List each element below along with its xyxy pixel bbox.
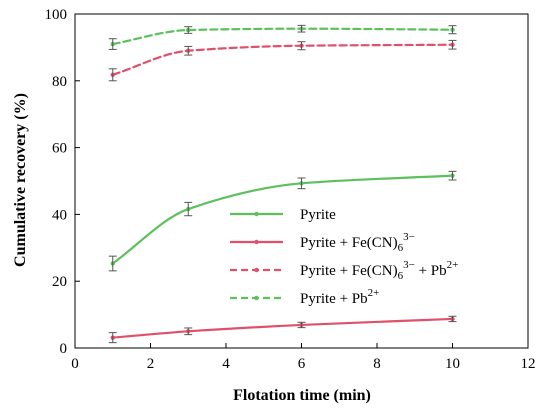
legend: Pyrite Pyrite + Fe(CN)63− Pyrite + Fe(CN)6… <box>230 207 458 307</box>
series-1-error-bar <box>108 255 117 272</box>
legend-item: Pyrite + Pb2+ <box>230 287 379 307</box>
series-1-error-bar <box>448 170 457 181</box>
legend-marker <box>254 295 259 301</box>
series-2-error-bar <box>184 327 193 336</box>
axes: 0 2 4 6 8 10 12 0 20 40 60 80 100 <box>45 7 536 372</box>
x-tick-label: 12 <box>521 356 536 372</box>
series-1-error-bar <box>184 201 193 217</box>
x-tick-label: 4 <box>222 356 230 372</box>
series-4-line <box>111 27 454 46</box>
y-tick-label: 60 <box>52 141 67 157</box>
series-3-error-bar <box>297 41 306 51</box>
legend-marker <box>254 239 259 245</box>
legend-item: Pyrite + Fe(CN)63− <box>230 231 415 254</box>
legend-item: Pyrite + Fe(CN)63− + Pb2+ <box>230 259 458 282</box>
y-tick-label: 40 <box>52 207 67 223</box>
x-tick-label: 0 <box>71 356 79 372</box>
y-axis-title: Cumulative recovery (%) <box>12 93 29 267</box>
legend-label: Pyrite <box>300 207 336 223</box>
legend-label: Pyrite + Fe(CN)63− + Pb2+ <box>300 259 458 282</box>
error-bars <box>108 24 457 344</box>
y-tick-label: 20 <box>52 274 67 290</box>
series-2-error-bar <box>108 332 117 344</box>
series-lines <box>110 26 455 340</box>
y-tick-label: 80 <box>52 74 67 90</box>
x-tick-label: 6 <box>298 356 306 372</box>
series-4-error-bar <box>448 25 457 35</box>
series-2-error-bar <box>297 321 306 329</box>
legend-marker <box>254 211 259 217</box>
x-axis-title: Flotation time (min) <box>233 387 371 404</box>
series-4-error-bar <box>108 38 117 50</box>
series-3-line <box>111 43 454 76</box>
y-tick-label: 100 <box>45 7 68 23</box>
series-3-error-bar <box>448 39 457 50</box>
legend-marker <box>254 267 259 273</box>
legend-item: Pyrite <box>230 207 336 223</box>
series-3-error-bar <box>184 45 193 56</box>
series-4-error-bar <box>184 26 193 34</box>
series-4-error-bar <box>297 24 306 33</box>
series-1-line <box>111 174 454 265</box>
x-tick-label: 8 <box>373 356 381 372</box>
series-2-line <box>111 317 454 339</box>
x-tick-label: 2 <box>147 356 155 372</box>
legend-label: Pyrite + Fe(CN)63− <box>300 231 415 254</box>
y-tick-label: 0 <box>60 341 68 357</box>
legend-label: Pyrite + Pb2+ <box>300 287 379 307</box>
series-2-error-bar <box>448 315 457 323</box>
series-3-error-bar <box>108 68 117 82</box>
series-1-error-bar <box>297 177 306 190</box>
x-tick-label: 10 <box>445 356 460 372</box>
